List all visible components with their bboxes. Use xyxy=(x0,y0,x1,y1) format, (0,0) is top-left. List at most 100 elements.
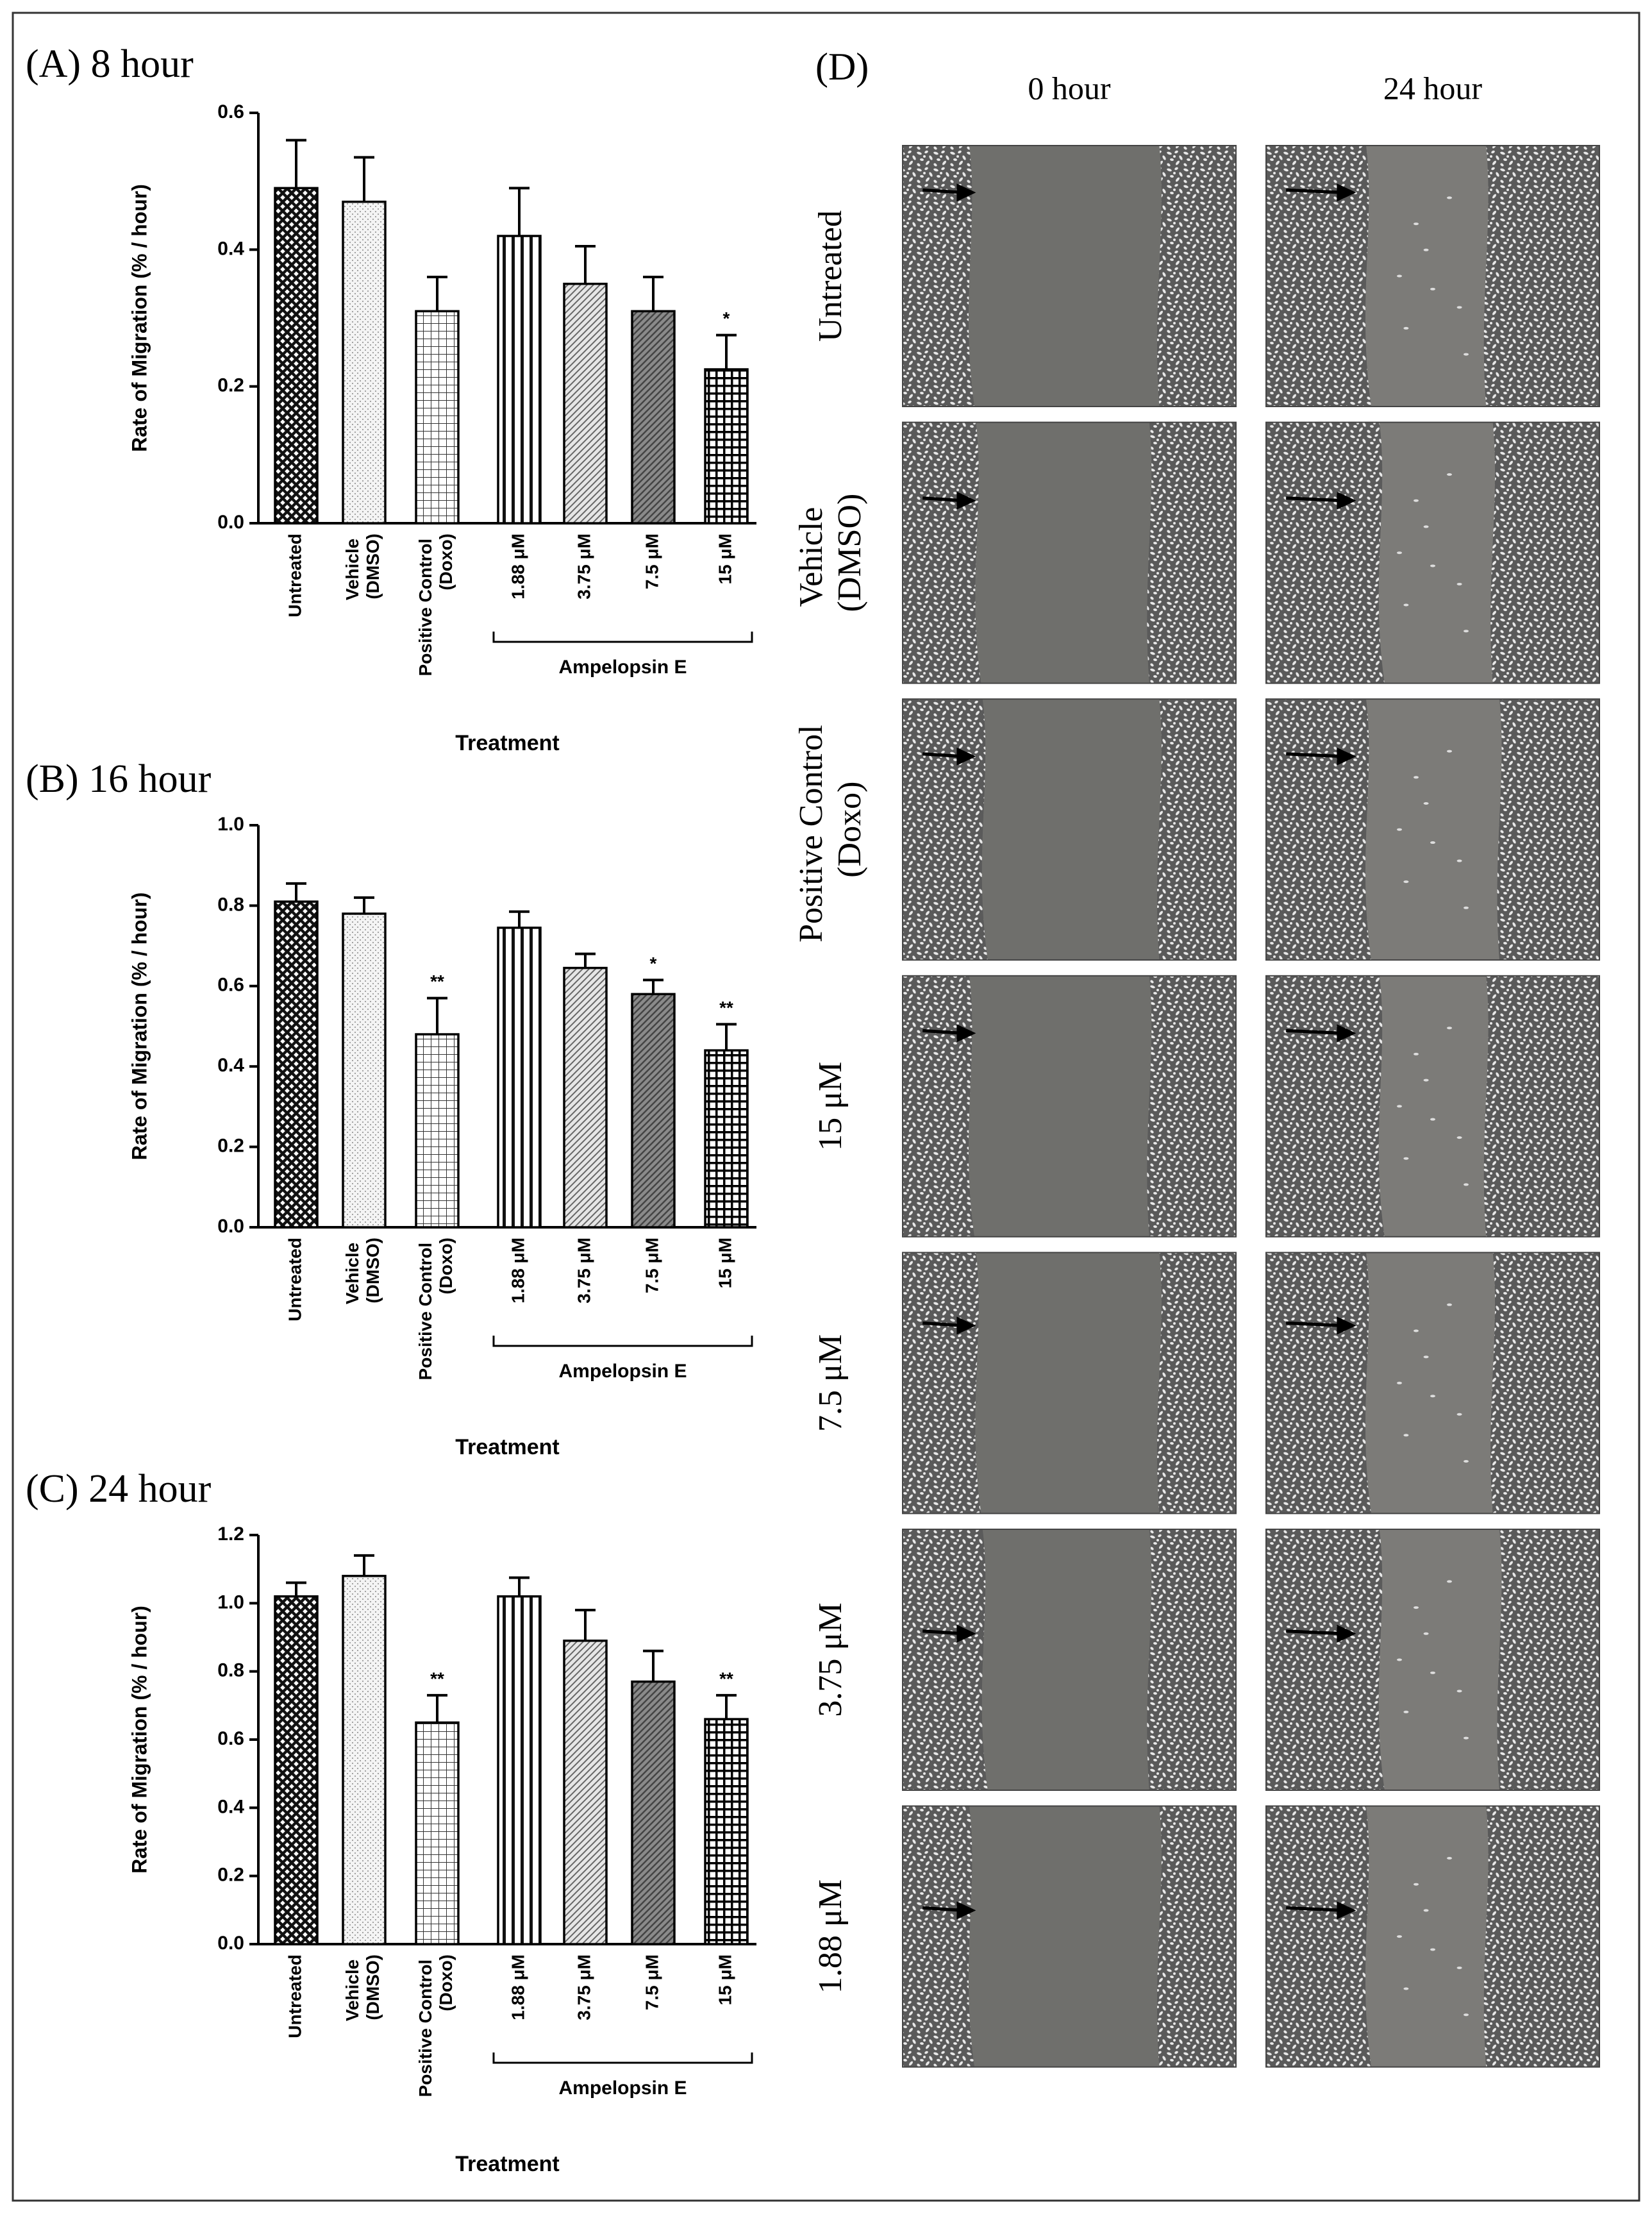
row-label: Positive Control (Doxo) xyxy=(793,716,868,942)
x-tick-label: Untreated xyxy=(285,1954,305,2038)
y-tick-label: 0.0 xyxy=(217,1933,244,1954)
row-label: 7.5 μM xyxy=(812,1334,849,1432)
arrow xyxy=(922,183,976,202)
x-tick-label: Untreated xyxy=(285,1238,305,1322)
micrograph xyxy=(902,1252,1237,1515)
group-bracket xyxy=(492,2052,753,2064)
group-bracket xyxy=(492,1336,753,1347)
bar xyxy=(631,310,676,525)
bar xyxy=(563,282,608,525)
column-header: 0 hour xyxy=(1028,70,1111,106)
arrow xyxy=(922,1624,976,1643)
micrograph xyxy=(1265,1805,1600,2068)
x-tick-label: 1.88 μM xyxy=(508,1238,528,1304)
significance-label: ** xyxy=(430,1668,444,1688)
arrow xyxy=(1286,491,1356,510)
row-label: Untreated xyxy=(812,210,849,342)
y-tick-label: 0.8 xyxy=(217,1660,244,1681)
x-axis-label: Treatment xyxy=(455,1435,560,1459)
micrograph xyxy=(902,421,1237,684)
bar xyxy=(631,1680,676,1945)
arrow xyxy=(922,747,976,766)
x-tick-label: 7.5 μM xyxy=(642,1954,662,2010)
column-header: 24 hour xyxy=(1383,70,1483,106)
chart-title: (C) 24 hour xyxy=(26,1467,212,1511)
x-tick-label: Vehicle (DMSO) xyxy=(342,1238,383,1304)
micrograph xyxy=(902,975,1237,1238)
micrograph xyxy=(902,1805,1237,2068)
row-label: 15 μM xyxy=(812,1062,849,1151)
x-tick-label: Vehicle (DMSO) xyxy=(342,533,383,600)
row-label: Vehicle (DMSO) xyxy=(793,494,868,612)
x-tick-label: 1.88 μM xyxy=(508,533,528,600)
row-label: 3.75 μM xyxy=(812,1602,849,1717)
arrow xyxy=(1286,1024,1356,1043)
x-tick-label: Positive Control (Doxo) xyxy=(415,533,456,676)
group-label: Ampelopsin E xyxy=(558,2078,687,2099)
micrograph xyxy=(902,1529,1237,1791)
y-tick-label: 1.0 xyxy=(217,1591,244,1613)
significance-label: * xyxy=(723,308,730,328)
arrow xyxy=(922,491,976,510)
micrograph xyxy=(1265,421,1600,684)
bar xyxy=(631,993,676,1229)
bar xyxy=(497,1595,542,1945)
y-axis-label: Rate of Migration (% / hour) xyxy=(128,184,151,452)
x-tick-label: Vehicle (DMSO) xyxy=(342,1954,383,2021)
significance-label: ** xyxy=(719,998,733,1018)
group-label: Ampelopsin E xyxy=(558,1361,687,1382)
bar xyxy=(342,912,387,1229)
arrow xyxy=(922,1901,976,1920)
arrow xyxy=(1286,183,1356,202)
y-tick-label: 0.6 xyxy=(217,1728,244,1749)
chart-title: (B) 16 hour xyxy=(26,757,212,801)
bar xyxy=(342,1575,387,1945)
bar xyxy=(274,1595,319,1945)
x-tick-label: 7.5 μM xyxy=(642,533,662,589)
arrow xyxy=(922,1316,976,1335)
bar xyxy=(704,1718,749,1945)
x-tick-label: 3.75 μM xyxy=(574,533,594,600)
bar xyxy=(563,1640,608,1945)
y-axis-label: Rate of Migration (% / hour) xyxy=(128,1606,151,1874)
x-tick-label: 3.75 μM xyxy=(574,1238,594,1304)
figure-border xyxy=(12,12,1640,2202)
significance-label: * xyxy=(650,953,657,973)
micrograph xyxy=(902,145,1237,407)
panel-label: (D) xyxy=(815,46,869,88)
y-tick-label: 0.8 xyxy=(217,894,244,915)
y-tick-label: 0.2 xyxy=(217,1865,244,1886)
x-tick-label: Positive Control (Doxo) xyxy=(415,1238,456,1380)
group-label: Ampelopsin E xyxy=(558,657,687,678)
micrograph xyxy=(1265,975,1600,1238)
y-tick-label: 0.2 xyxy=(217,1136,244,1157)
x-tick-label: 15 μM xyxy=(715,533,735,584)
x-tick-label: 15 μM xyxy=(715,1238,735,1288)
bar xyxy=(497,927,542,1229)
bar xyxy=(704,368,749,525)
y-tick-label: 0.4 xyxy=(217,1055,244,1076)
bar xyxy=(342,200,387,525)
group-bracket xyxy=(492,632,753,643)
arrow xyxy=(1286,747,1356,766)
bar xyxy=(415,1721,460,1945)
micrograph xyxy=(1265,698,1600,961)
x-tick-label: 7.5 μM xyxy=(642,1238,662,1293)
arrow xyxy=(922,1024,976,1043)
y-tick-label: 0.4 xyxy=(217,1796,244,1817)
bar xyxy=(274,900,319,1229)
y-tick-label: 0.6 xyxy=(217,975,244,996)
y-axis-label: Rate of Migration (% / hour) xyxy=(128,893,151,1161)
bar xyxy=(415,310,460,525)
bar xyxy=(497,235,542,525)
micrograph xyxy=(1265,145,1600,407)
y-tick-label: 0.2 xyxy=(217,375,244,396)
bar xyxy=(704,1049,749,1229)
y-tick-label: 1.2 xyxy=(217,1524,244,1545)
x-axis-label: Treatment xyxy=(455,2152,560,2176)
micrograph xyxy=(1265,1529,1600,1791)
significance-label: ** xyxy=(430,971,444,991)
x-tick-label: Untreated xyxy=(285,533,305,617)
y-tick-label: 0.4 xyxy=(217,238,244,259)
